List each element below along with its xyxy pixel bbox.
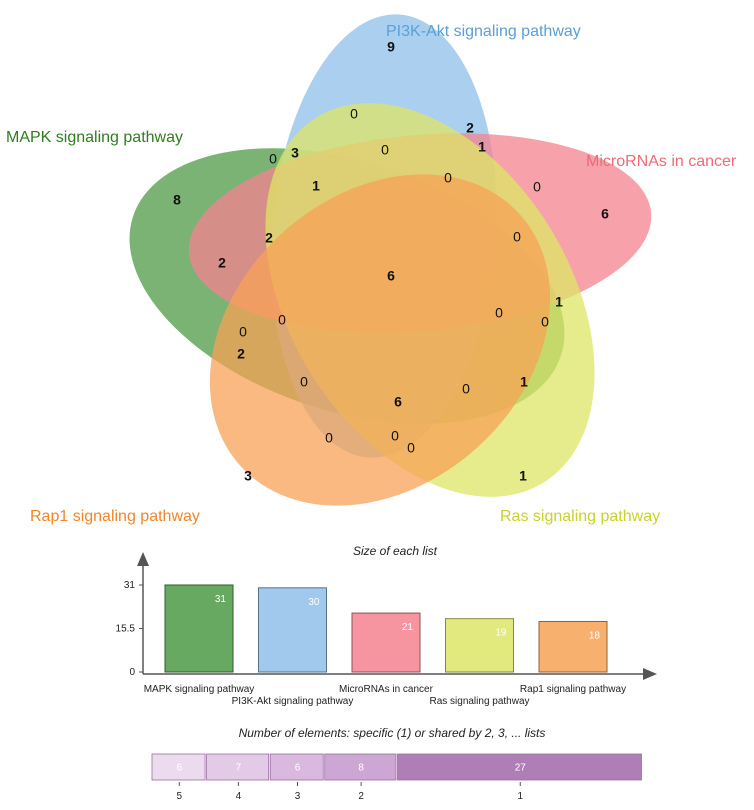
bar-value-label: 31 bbox=[215, 594, 227, 605]
stack-segment-value: 7 bbox=[236, 763, 242, 774]
region-count: 1 bbox=[520, 374, 528, 390]
region-count: 9 bbox=[387, 39, 395, 55]
bar bbox=[164, 584, 234, 673]
x-axis-arrow bbox=[643, 668, 657, 680]
y-tick-label: 15.5 bbox=[116, 624, 136, 635]
x-tick-label: MAPK signaling pathway bbox=[144, 684, 255, 695]
bar bbox=[445, 618, 514, 673]
region-count: 3 bbox=[244, 468, 252, 484]
region-count: 0 bbox=[325, 430, 333, 446]
stack-segment bbox=[206, 753, 270, 781]
stack-segment-value: 8 bbox=[358, 763, 364, 774]
x-tick-label: Rap1 signaling pathway bbox=[520, 684, 626, 695]
region-count: 1 bbox=[312, 178, 320, 194]
bar-chart-list-sizes: Size of each list 0 15.5 31 31 MAPK signalin… bbox=[116, 544, 657, 707]
set-label-rap1: Rap1 signaling pathway bbox=[30, 508, 200, 525]
set-label-micrornas: MicroRNAs in cancer bbox=[586, 153, 737, 170]
stack-segment bbox=[151, 753, 206, 781]
set-label-pi3k: PI3K-Akt signaling pathway bbox=[386, 23, 581, 40]
region-count: 0 bbox=[513, 229, 521, 245]
bar-value-label: 30 bbox=[308, 597, 320, 608]
y-tick-label: 0 bbox=[129, 667, 135, 678]
region-count: 2 bbox=[265, 230, 273, 246]
region-count: 1 bbox=[555, 294, 563, 310]
region-count: 0 bbox=[278, 312, 286, 328]
stack-segment-value: 6 bbox=[295, 763, 301, 774]
region-count: 0 bbox=[300, 374, 308, 390]
stack-category-label: 3 bbox=[295, 791, 301, 802]
region-count: 2 bbox=[218, 255, 226, 271]
region-count: 8 bbox=[173, 192, 181, 208]
region-count: 1 bbox=[478, 139, 486, 155]
region-count: 0 bbox=[407, 440, 415, 456]
y-tick-label: 31 bbox=[124, 580, 136, 591]
bar bbox=[351, 612, 421, 673]
region-count: 0 bbox=[381, 142, 389, 158]
x-tick-label: PI3K-Akt signaling pathway bbox=[232, 696, 354, 707]
stack-category-label: 4 bbox=[236, 791, 242, 802]
region-count: 6 bbox=[387, 268, 395, 284]
stack-category-label: 2 bbox=[358, 791, 364, 802]
region-count: 1 bbox=[519, 468, 527, 484]
region-count: 6 bbox=[601, 206, 609, 222]
venn-diagram bbox=[129, 14, 652, 506]
bar-value-label: 21 bbox=[402, 622, 414, 633]
region-count: 0 bbox=[391, 428, 399, 444]
region-count: 0 bbox=[269, 151, 277, 167]
venn-set-rap1 bbox=[209, 174, 551, 506]
stacked-chart-title: Number of elements: specific (1) or shar… bbox=[239, 726, 546, 740]
y-axis-arrow bbox=[137, 552, 149, 566]
region-count: 0 bbox=[533, 179, 541, 195]
set-label-mapk: MAPK signaling pathway bbox=[6, 129, 183, 146]
bar-value-label: 19 bbox=[495, 628, 507, 639]
bar bbox=[258, 587, 327, 673]
bar-value-label: 18 bbox=[589, 630, 601, 641]
region-count: 0 bbox=[462, 381, 470, 397]
region-count: 0 bbox=[495, 305, 503, 321]
region-count: 2 bbox=[237, 346, 245, 362]
x-tick-label: MicroRNAs in cancer bbox=[339, 684, 434, 695]
stack-segment-value: 27 bbox=[515, 763, 527, 774]
stack-segment-value: 6 bbox=[176, 763, 182, 774]
stack-category-label: 5 bbox=[176, 791, 182, 802]
region-count: 2 bbox=[466, 120, 474, 136]
region-count: 6 bbox=[394, 394, 402, 410]
bar-chart-title: Size of each list bbox=[353, 544, 438, 558]
region-count: 0 bbox=[239, 324, 247, 340]
x-tick-label: Ras signaling pathway bbox=[429, 696, 529, 707]
set-label-ras: Ras signaling pathway bbox=[500, 508, 660, 525]
stacked-chart-shared: Number of elements: specific (1) or shar… bbox=[151, 726, 642, 802]
stack-segment bbox=[324, 753, 397, 781]
venn-counts: 9 8 6 3 1 0 3 2 1 0 0 1 0 0 0 1 0 2 2 6 … bbox=[173, 39, 609, 484]
stack-segment bbox=[397, 753, 642, 781]
stack-segment bbox=[269, 753, 324, 781]
region-count: 0 bbox=[350, 106, 358, 122]
stack-category-label: 1 bbox=[517, 791, 523, 802]
region-count: 0 bbox=[444, 170, 452, 186]
region-count: 0 bbox=[541, 314, 549, 330]
region-count: 3 bbox=[291, 145, 299, 161]
bar bbox=[538, 620, 608, 673]
